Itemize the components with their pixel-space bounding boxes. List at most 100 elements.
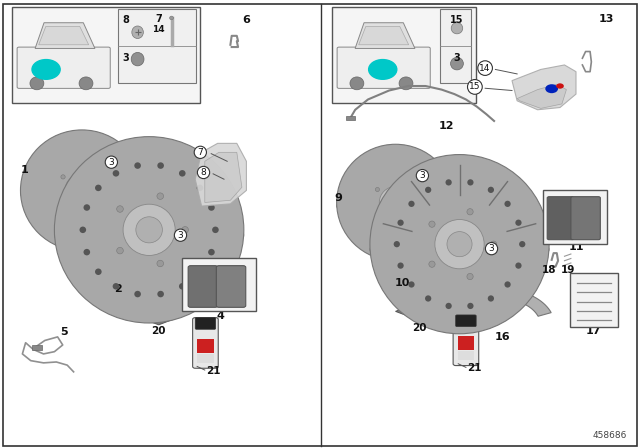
Ellipse shape xyxy=(416,200,420,205)
Ellipse shape xyxy=(515,220,522,226)
Ellipse shape xyxy=(387,194,404,211)
Bar xyxy=(458,336,474,350)
Text: 9: 9 xyxy=(334,193,342,203)
Bar xyxy=(458,351,474,360)
Polygon shape xyxy=(396,302,443,320)
Ellipse shape xyxy=(113,283,119,289)
Ellipse shape xyxy=(401,179,404,184)
Text: 15: 15 xyxy=(450,15,464,25)
Bar xyxy=(32,345,42,350)
Text: 11: 11 xyxy=(568,242,584,252)
Ellipse shape xyxy=(136,217,163,243)
Polygon shape xyxy=(517,84,566,108)
Ellipse shape xyxy=(375,187,380,192)
Polygon shape xyxy=(358,26,409,45)
Text: 7: 7 xyxy=(156,14,162,24)
Ellipse shape xyxy=(408,281,415,288)
Bar xyxy=(197,339,214,353)
Text: 17: 17 xyxy=(586,326,602,336)
Text: 14: 14 xyxy=(479,64,491,73)
Ellipse shape xyxy=(116,247,124,254)
Bar xyxy=(332,7,476,103)
Ellipse shape xyxy=(397,263,404,269)
Ellipse shape xyxy=(196,185,204,191)
Bar xyxy=(543,190,607,244)
Text: 10: 10 xyxy=(394,278,410,288)
Ellipse shape xyxy=(116,206,124,212)
Ellipse shape xyxy=(131,52,144,66)
Ellipse shape xyxy=(401,221,404,226)
Ellipse shape xyxy=(113,170,119,177)
Text: 1: 1 xyxy=(20,165,28,175)
Bar xyxy=(118,9,196,83)
Ellipse shape xyxy=(170,16,173,20)
Text: 20: 20 xyxy=(412,323,426,333)
Text: 20: 20 xyxy=(152,326,166,336)
Text: 3: 3 xyxy=(123,53,129,63)
Ellipse shape xyxy=(467,209,473,215)
Ellipse shape xyxy=(30,77,44,90)
Ellipse shape xyxy=(429,261,435,267)
Ellipse shape xyxy=(488,295,494,302)
Text: 5: 5 xyxy=(60,327,68,337)
Text: 21: 21 xyxy=(206,366,221,376)
Ellipse shape xyxy=(490,241,497,247)
Text: 21: 21 xyxy=(467,363,482,373)
Ellipse shape xyxy=(504,201,511,207)
Circle shape xyxy=(32,60,60,79)
FancyBboxPatch shape xyxy=(571,197,600,240)
Ellipse shape xyxy=(375,213,380,218)
Ellipse shape xyxy=(61,202,65,206)
Ellipse shape xyxy=(435,220,484,269)
Ellipse shape xyxy=(399,77,413,90)
Ellipse shape xyxy=(157,193,164,199)
FancyBboxPatch shape xyxy=(193,318,218,368)
FancyBboxPatch shape xyxy=(17,47,110,88)
Text: 8: 8 xyxy=(123,15,129,25)
Text: 19: 19 xyxy=(561,265,575,275)
Ellipse shape xyxy=(370,230,549,269)
Text: 14: 14 xyxy=(152,25,165,34)
Polygon shape xyxy=(134,307,182,325)
Text: 15: 15 xyxy=(469,82,481,91)
Ellipse shape xyxy=(467,303,474,309)
Ellipse shape xyxy=(337,193,454,219)
Ellipse shape xyxy=(179,283,186,289)
Bar xyxy=(570,273,618,327)
Text: 3: 3 xyxy=(109,158,114,167)
Ellipse shape xyxy=(54,215,244,256)
Ellipse shape xyxy=(515,263,522,269)
Ellipse shape xyxy=(134,291,141,297)
Ellipse shape xyxy=(397,220,404,226)
Bar xyxy=(12,7,200,103)
FancyBboxPatch shape xyxy=(216,266,246,307)
Ellipse shape xyxy=(425,187,431,193)
Ellipse shape xyxy=(467,273,473,280)
Polygon shape xyxy=(195,143,246,206)
Bar xyxy=(182,258,256,311)
Ellipse shape xyxy=(83,204,90,211)
Ellipse shape xyxy=(54,137,244,323)
Ellipse shape xyxy=(95,268,102,275)
FancyBboxPatch shape xyxy=(453,315,479,366)
Text: 3: 3 xyxy=(454,53,460,63)
Ellipse shape xyxy=(337,144,454,261)
Ellipse shape xyxy=(157,260,164,267)
Text: 3: 3 xyxy=(178,231,183,240)
FancyBboxPatch shape xyxy=(337,47,430,88)
Circle shape xyxy=(545,84,558,93)
Ellipse shape xyxy=(212,227,219,233)
Ellipse shape xyxy=(445,179,452,185)
Polygon shape xyxy=(205,152,242,202)
Text: 3: 3 xyxy=(489,244,494,253)
Ellipse shape xyxy=(451,57,463,70)
Polygon shape xyxy=(355,23,415,48)
Ellipse shape xyxy=(20,130,143,251)
Ellipse shape xyxy=(65,174,99,207)
Ellipse shape xyxy=(87,166,92,171)
Ellipse shape xyxy=(380,186,412,219)
Ellipse shape xyxy=(350,77,364,90)
Ellipse shape xyxy=(504,281,511,288)
Ellipse shape xyxy=(157,162,164,169)
Ellipse shape xyxy=(370,155,549,334)
